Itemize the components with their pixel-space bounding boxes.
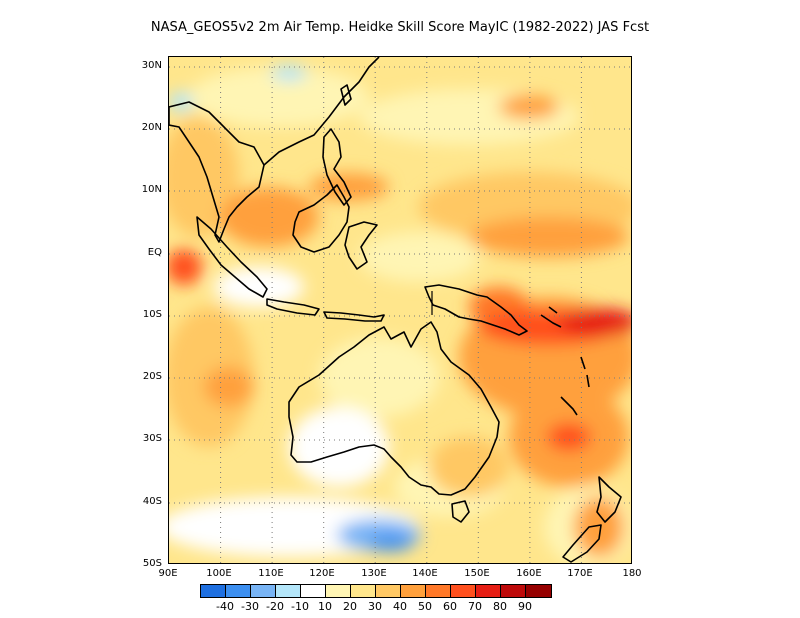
lat-label-20s: 20S [142,371,162,382]
colorbar-label: 90 [518,600,532,613]
lon-label-170e: 170E [567,568,593,579]
colorbar-swatch [501,585,526,597]
colorbar-label: 40 [393,600,407,613]
colorbar-swatch [426,585,451,597]
china-coast [263,57,380,166]
lesser-sunda-coast [323,311,385,322]
lon-label-140e: 140E [412,568,438,579]
borneo-coast [292,184,350,253]
lon-label-90e: 90E [158,568,178,579]
new-guinea-coast [424,284,528,336]
colorbar-swatch [326,585,351,597]
new-zealand-north [596,476,622,523]
lat-label-30s: 30S [142,433,162,444]
lon-label-130e: 130E [361,568,387,579]
colorbar [200,584,552,598]
colorbar-label: 20 [343,600,357,613]
taiwan-coast [340,84,352,106]
lon-label-160e: 160E [516,568,542,579]
new-zealand-south [562,524,602,563]
new-caledonia [560,396,578,416]
skill-score-map [168,56,632,564]
colorbar-swatch [401,585,426,597]
philippines-coast [322,128,352,206]
colorbar-label: 60 [443,600,457,613]
lat-label-eq: EQ [147,247,162,258]
lat-label-10s: 10S [142,309,162,320]
colorbar-swatch [226,585,251,597]
colorbar-swatch [251,585,276,597]
colorbar-swatch [476,585,501,597]
map-title: NASA_GEOS5v2 2m Air Temp. Heidke Skill S… [150,20,650,35]
lon-label-100e: 100E [206,568,232,579]
colorbar-label: -30 [241,600,259,613]
lon-label-110e: 110E [258,568,284,579]
java-coast [266,298,320,316]
tasmania-coast [451,500,470,523]
colorbar-label: 30 [368,600,382,613]
colorbar-swatch [526,585,551,597]
lat-label-30n: 30N [141,60,162,71]
sumatra-coast [196,216,268,298]
lat-label-50s: 50S [142,558,162,569]
vanuatu [580,356,590,388]
colorbar-swatch [451,585,476,597]
australia-coast [288,321,500,496]
map-canvas [169,57,631,563]
lon-label-180: 180 [622,568,642,579]
colorbar-label: -20 [266,600,284,613]
lon-label-150e: 150E [464,568,490,579]
colorbar-swatch [351,585,376,597]
coastlines [169,57,622,563]
colorbar-label: 10 [318,600,332,613]
lon-label-120e: 120E [309,568,335,579]
colorbar-swatch [201,585,226,597]
colorbar-label: 70 [468,600,482,613]
indochina-coast [169,101,265,243]
skill-field [169,65,631,563]
sulawesi-coast [344,221,378,270]
colorbar-label: 50 [418,600,432,613]
colorbar-swatch [301,585,326,597]
colorbar-swatch [376,585,401,597]
solomon-islands [540,306,562,328]
colorbar-swatch [276,585,301,597]
lat-label-20n: 20N [141,122,162,133]
colorbar-label: 80 [493,600,507,613]
colorbar-label: -10 [291,600,309,613]
lat-label-10n: 10N [141,184,162,195]
colorbar-label: -40 [216,600,234,613]
lat-label-40s: 40S [142,496,162,507]
